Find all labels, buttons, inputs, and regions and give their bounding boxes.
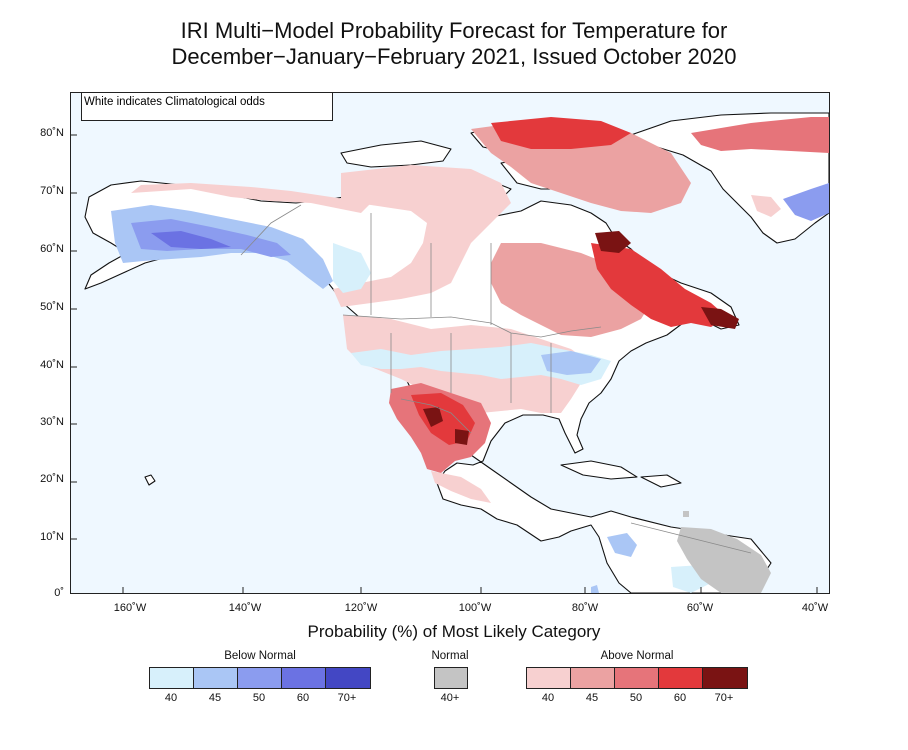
above-tick-45: 45 — [585, 692, 599, 704]
normal-layer — [677, 511, 771, 593]
lon-label-160w: 160˚W — [113, 602, 147, 614]
climatology-note-text: White indicates Climatological odds — [84, 96, 265, 108]
above-swatch-60 — [659, 668, 703, 688]
legend-title: Probability (%) of Most Likely Category — [307, 622, 601, 641]
below-normal-ticks: 40 45 50 60 70+ — [149, 692, 369, 704]
hawaii-islands — [144, 474, 156, 486]
above-tick-40: 40 — [541, 692, 555, 704]
forecast-map — [70, 92, 830, 594]
above-swatch-40 — [527, 668, 571, 688]
lon-label-40w: 40˚W — [801, 602, 829, 614]
below-normal-swatches — [149, 667, 371, 689]
map-canvas — [71, 112, 829, 593]
map-title: IRI Multi−Model Probability Forecast for… — [0, 18, 908, 70]
below-swatch-70plus — [326, 668, 370, 688]
lon-label-140w: 140˚W — [228, 602, 262, 614]
above-tick-70plus: 70+ — [714, 692, 734, 704]
above-swatch-50 — [615, 668, 659, 688]
normal-tick-40plus: 40+ — [440, 692, 460, 704]
lon-label-80w: 80˚W — [571, 602, 599, 614]
normal-label: Normal — [431, 650, 469, 662]
below-tick-70plus: 70+ — [337, 692, 357, 704]
above-swatch-45 — [571, 668, 615, 688]
lat-label-30n: 30˚N — [40, 416, 64, 428]
normal-swatches — [434, 667, 468, 689]
below-normal-label: Below Normal — [224, 650, 296, 662]
normal-swatch-40plus — [435, 668, 467, 688]
above-swatch-70plus — [703, 668, 747, 688]
below-swatch-50 — [238, 668, 282, 688]
below-tick-45: 45 — [208, 692, 222, 704]
above-normal-swatches — [526, 667, 748, 689]
lon-label-100w: 100˚W — [458, 602, 492, 614]
normal-ticks: 40+ — [428, 692, 472, 704]
climatology-note: White indicates Climatological odds — [81, 92, 333, 121]
lat-label-0: 0˚ — [54, 587, 64, 599]
below-tick-60: 60 — [296, 692, 310, 704]
above-normal-label: Above Normal — [600, 650, 674, 662]
below-tick-50: 50 — [252, 692, 266, 704]
lat-label-40n: 40˚N — [40, 359, 64, 371]
lat-label-80n: 80˚N — [40, 127, 64, 139]
lat-label-60n: 60˚N — [40, 243, 64, 255]
above-normal-ticks: 40 45 50 60 70+ — [526, 692, 746, 704]
below-swatch-60 — [282, 668, 326, 688]
lat-label-20n: 20˚N — [40, 473, 64, 485]
lat-label-70n: 70˚N — [40, 185, 64, 197]
lon-label-60w: 60˚W — [686, 602, 714, 614]
lat-label-10n: 10˚N — [40, 531, 64, 543]
caribbean-islands — [560, 460, 682, 488]
below-normal-layer — [111, 183, 829, 593]
below-swatch-40 — [150, 668, 194, 688]
below-swatch-45 — [194, 668, 238, 688]
lat-label-50n: 50˚N — [40, 301, 64, 313]
below-tick-40: 40 — [164, 692, 178, 704]
title-line-2: December−January−February 2021, Issued O… — [171, 44, 737, 69]
above-tick-60: 60 — [673, 692, 687, 704]
lon-label-120w: 120˚W — [344, 602, 378, 614]
border-layer — [240, 204, 752, 554]
frame-ticks — [71, 134, 818, 593]
above-tick-50: 50 — [629, 692, 643, 704]
title-line-1: IRI Multi−Model Probability Forecast for… — [180, 18, 728, 43]
